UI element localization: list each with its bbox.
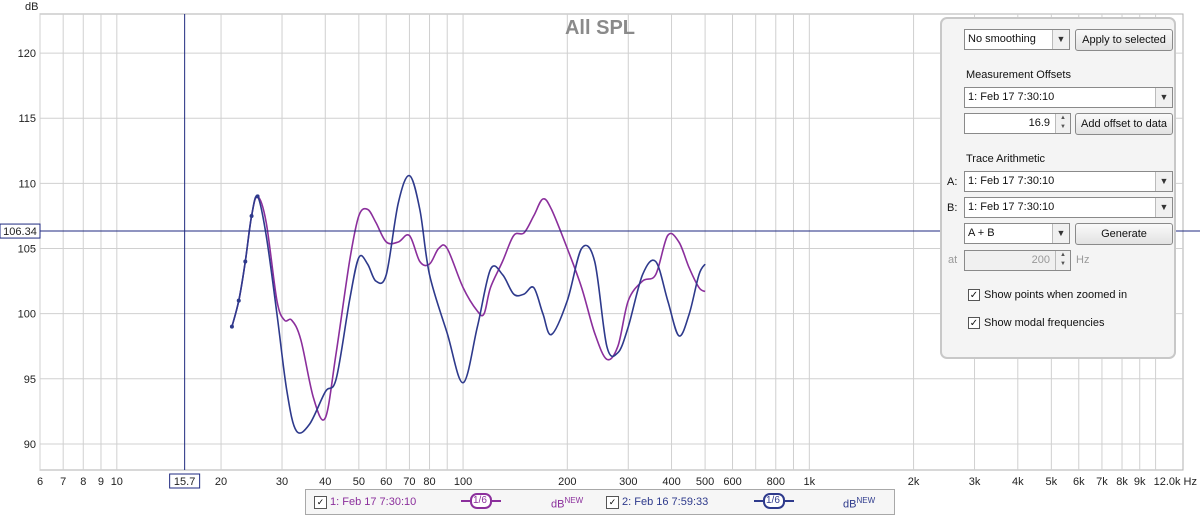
trace-arithmetic-label: Trace Arithmetic xyxy=(966,153,1046,165)
series-line-2 xyxy=(231,174,706,434)
spinner-icon[interactable]: ▲ ▼ xyxy=(1055,114,1070,133)
x-tick-label: 500 xyxy=(696,476,714,488)
data-point xyxy=(243,259,248,264)
axes: 90 95 100 105 110 115 120 6 7 8 9 10 20 30 40 50 60 70 80 1… xyxy=(18,48,1197,488)
x-tick-label: 7 xyxy=(60,476,66,488)
cursor-y-readout-box xyxy=(0,223,41,239)
x-tick-label: 5k xyxy=(1046,476,1058,488)
x-tick-label: 12.0k Hz xyxy=(1154,476,1197,488)
cursor-x-readout: 15.7 xyxy=(174,476,195,488)
offset-value-field[interactable]: 16.9 ▲ ▼ xyxy=(964,113,1071,134)
cursor-x-readout-box xyxy=(169,473,201,489)
x-tick-label: 10 xyxy=(111,476,123,488)
trace-a-select[interactable]: 1: Feb 17 7:30:10 ▼ xyxy=(964,171,1173,192)
legend-item2-line-icon xyxy=(754,493,794,509)
series xyxy=(229,174,706,434)
x-tick-label: 40 xyxy=(319,476,331,488)
cursor-y-readout: 106.34 xyxy=(3,226,37,238)
trace-b-select[interactable]: 1: Feb 17 7:30:10 ▼ xyxy=(964,197,1173,218)
data-point xyxy=(255,194,260,199)
offsets-measurement-select[interactable]: 1: Feb 17 7:30:10 ▼ xyxy=(964,87,1173,108)
x-tick-label: 600 xyxy=(723,476,741,488)
show-modal-checkbox[interactable]: ✓ xyxy=(968,317,980,329)
x-tick-label: 7k xyxy=(1096,476,1108,488)
operation-value: A + B xyxy=(968,227,995,239)
generate-button[interactable]: Generate xyxy=(1075,223,1173,245)
legend-item1-tag: NEW xyxy=(564,496,584,505)
chevron-down-icon[interactable]: ▼ xyxy=(1052,30,1069,49)
offsets-measurement-value: 1: Feb 17 7:30:10 xyxy=(968,91,1055,103)
x-tick-label: 300 xyxy=(619,476,637,488)
chevron-down-icon[interactable]: ▼ xyxy=(1155,88,1172,107)
x-tick-label: 50 xyxy=(353,476,365,488)
legend-item2-checkbox[interactable]: ✓ xyxy=(606,496,619,509)
y-tick-label: 105 xyxy=(18,244,36,256)
trace-b-value: 1: Feb 17 7:30:10 xyxy=(968,201,1055,213)
series-line-1 xyxy=(231,195,706,421)
x-tick-label: 100 xyxy=(454,476,472,488)
spinner-icon[interactable]: ▲ ▼ xyxy=(1055,251,1070,270)
y-tick-label: 110 xyxy=(18,178,36,190)
measurement-offsets-label: Measurement Offsets xyxy=(966,69,1071,81)
x-tick-label: 800 xyxy=(767,476,785,488)
x-tick-label: 8 xyxy=(80,476,86,488)
legend-item2-unit: dBNEW xyxy=(843,496,876,511)
x-tick-label: 400 xyxy=(662,476,680,488)
apply-to-selected-button[interactable]: Apply to selected xyxy=(1075,29,1173,51)
smoothing-value: No smoothing xyxy=(968,33,1036,45)
y-tick-label: 90 xyxy=(24,439,36,451)
legend-item2-smoothing: 1/6 xyxy=(766,495,780,506)
legend-item2-tag: NEW xyxy=(856,496,876,505)
show-modal-label: Show modal frequencies xyxy=(984,317,1105,329)
trace-a-value: 1: Feb 17 7:30:10 xyxy=(968,175,1055,187)
y-axis-label: dB xyxy=(25,1,38,13)
offset-value: 16.9 xyxy=(1028,117,1050,129)
x-tick-label: 2k xyxy=(908,476,920,488)
y-tick-label: 95 xyxy=(24,374,36,386)
legend-item1-unit: dBNEW xyxy=(551,496,584,511)
legend-bar: ✓ 1: Feb 17 7:30:10 1/6 dBNEW ✓ 2: Feb 1… xyxy=(305,489,895,515)
x-tick-label: 60 xyxy=(380,476,392,488)
legend-item1-line-icon xyxy=(461,493,501,509)
x-tick-label: 8k xyxy=(1116,476,1128,488)
at-frequency-value: 200 xyxy=(1031,254,1050,266)
chevron-down-icon[interactable]: ▼ xyxy=(1155,198,1172,217)
x-tick-label: 6k xyxy=(1073,476,1085,488)
x-tick-label: 9k xyxy=(1134,476,1146,488)
smoothing-select[interactable]: No smoothing ▼ xyxy=(964,29,1070,50)
chart-title: All SPL xyxy=(565,17,635,39)
x-tick-label: 6 xyxy=(37,476,43,488)
legend-item1-checkbox[interactable]: ✓ xyxy=(314,496,327,509)
x-tick-label: 200 xyxy=(558,476,576,488)
show-points-checkbox[interactable]: ✓ xyxy=(968,289,980,301)
add-offset-button[interactable]: Add offset to data xyxy=(1075,113,1173,135)
x-tick-label: 4k xyxy=(1012,476,1024,488)
data-point xyxy=(229,324,234,329)
data-point xyxy=(236,298,241,303)
x-tick-label: 3k xyxy=(969,476,981,488)
x-tick-label: 70 xyxy=(403,476,415,488)
trace-b-label: B: xyxy=(947,202,958,214)
y-tick-label: 115 xyxy=(18,113,36,125)
legend-item1-name[interactable]: 1: Feb 17 7:30:10 xyxy=(330,496,417,508)
at-frequency-field[interactable]: 200 ▲ ▼ xyxy=(964,250,1071,271)
y-tick-label: 100 xyxy=(18,309,36,321)
hz-label: Hz xyxy=(1076,254,1090,266)
x-tick-label: 9 xyxy=(98,476,104,488)
data-point xyxy=(249,213,254,218)
x-tick-label: 30 xyxy=(276,476,288,488)
chevron-down-icon[interactable]: ▼ xyxy=(1155,172,1172,191)
x-tick-label: 20 xyxy=(215,476,227,488)
chevron-down-icon[interactable]: ▼ xyxy=(1052,224,1069,243)
legend-item2-name[interactable]: 2: Feb 16 7:59:33 xyxy=(622,496,709,508)
operation-select[interactable]: A + B ▼ xyxy=(964,223,1070,244)
trace-a-label: A: xyxy=(947,176,958,188)
show-points-label: Show points when zoomed in xyxy=(984,289,1128,301)
control-panel: No smoothing ▼ Apply to selected Measure… xyxy=(940,17,1176,359)
x-tick-label: 1k xyxy=(804,476,816,488)
y-tick-label: 120 xyxy=(18,48,36,60)
x-tick-label: 80 xyxy=(423,476,435,488)
at-label: at xyxy=(948,254,958,266)
legend-item1-smoothing: 1/6 xyxy=(473,495,487,506)
